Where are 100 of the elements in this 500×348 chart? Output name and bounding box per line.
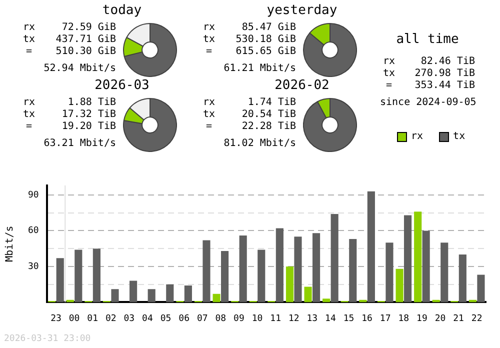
bar: [184, 286, 192, 302]
x-tick-label: 22: [471, 314, 482, 324]
bar: [212, 294, 220, 302]
x-tick-label: 12: [288, 314, 300, 324]
text: 353.44 TiB: [414, 80, 475, 92]
chart-title: today: [101, 3, 143, 19]
text: 20.54 TiB: [242, 109, 296, 121]
x-tick-label: 03: [124, 314, 135, 324]
bar: [422, 230, 430, 302]
bar: [202, 240, 210, 302]
bar: [56, 258, 64, 302]
text: tx: [202, 109, 216, 121]
text: 1.74 TiB: [248, 97, 296, 109]
x-tick-label: 17: [380, 314, 391, 324]
bar: [148, 289, 156, 302]
bar: [166, 284, 174, 302]
text: 82.46 TiB: [420, 56, 475, 68]
bar: [92, 248, 100, 302]
text: rx: [22, 22, 36, 34]
bar: [286, 266, 294, 302]
text: tx: [202, 34, 216, 46]
text: 17.32 TiB: [62, 109, 116, 121]
x-tick-label: 21: [453, 314, 464, 324]
text: 1.88 TiB: [68, 97, 116, 109]
text: =: [24, 46, 34, 58]
x-tick-label: 18: [398, 314, 410, 324]
bar: [404, 215, 412, 302]
text: tx: [22, 34, 36, 46]
bar: [349, 239, 357, 302]
bar: [396, 268, 404, 302]
chart-title: 2026-02: [274, 78, 330, 94]
text: rx: [202, 97, 216, 109]
text: 615.65 GiB: [236, 46, 296, 58]
text: 72.59 GiB: [62, 22, 116, 34]
text: 52.94 Mbit/s: [42, 63, 116, 75]
text: rx: [202, 22, 216, 34]
y-axis-title: Mbit/s: [4, 226, 16, 262]
text: 22.28 TiB: [242, 121, 296, 133]
bar: [367, 191, 375, 302]
chart-title: 2026-03: [94, 78, 150, 94]
text: 81.02 Mbit/s: [222, 138, 296, 150]
x-tick-label: 08: [215, 314, 226, 324]
text: 530.18 GiB: [236, 34, 296, 46]
bar: [458, 254, 466, 302]
x-tick-label: 02: [105, 314, 116, 324]
legend-label: tx: [453, 131, 466, 142]
y-tick-label: 90: [28, 190, 39, 200]
x-tick-label: 09: [234, 314, 244, 324]
text: rx: [22, 97, 36, 109]
bar: [312, 233, 320, 302]
bar: [239, 235, 247, 302]
bar: [330, 214, 338, 302]
x-tick-label: 14: [325, 314, 336, 324]
text: tx: [22, 109, 36, 121]
bar: [322, 298, 330, 302]
bar: [130, 280, 138, 302]
text: 437.71 GiB: [56, 34, 116, 46]
x-tick-label: 04: [142, 314, 153, 324]
bar: [74, 250, 82, 302]
x-tick-label: 05: [160, 314, 172, 324]
text: =: [384, 80, 394, 92]
text: =: [204, 121, 214, 133]
text: =: [24, 121, 34, 133]
x-tick-label: 00: [68, 314, 80, 324]
text: 85.47 GiB: [242, 22, 296, 34]
bar: [414, 212, 422, 302]
bar: [477, 274, 485, 302]
text: 510.30 GiB: [56, 46, 116, 58]
chart-title: yesterday: [266, 3, 338, 19]
x-tick-label: 19: [416, 314, 428, 324]
y-tick-label: 30: [28, 262, 39, 272]
text: rx: [382, 56, 396, 68]
x-tick-label: 23: [50, 314, 62, 324]
x-tick-label: 13: [306, 314, 318, 324]
x-tick-label: 01: [87, 314, 98, 324]
bar: [221, 250, 229, 302]
text: 63.21 Mbit/s: [42, 138, 116, 150]
y-tick-label: 60: [28, 226, 39, 236]
text: all time: [395, 32, 460, 48]
text: tx: [382, 68, 396, 80]
bar: [440, 242, 448, 302]
text: 19.20 TiB: [62, 121, 116, 133]
x-tick-label: 16: [362, 314, 372, 324]
bar: [276, 228, 284, 302]
x-tick-label: 07: [196, 314, 208, 324]
text: 270.98 TiB: [414, 68, 475, 80]
text: since 2024-09-05: [380, 97, 476, 109]
bar: [258, 250, 266, 302]
bar: [294, 236, 302, 302]
x-tick-label: 15: [343, 314, 354, 324]
text: 61.21 Mbit/s: [222, 63, 296, 75]
legend-label: rx: [411, 131, 424, 142]
x-tick-label: 11: [270, 314, 281, 324]
x-tick-label: 20: [434, 314, 446, 324]
bar: [304, 286, 312, 302]
bar: [111, 289, 119, 302]
x-tick-label: 10: [252, 314, 263, 324]
text: =: [204, 46, 214, 58]
x-tick-label: 06: [178, 314, 190, 324]
bar: [386, 242, 394, 302]
